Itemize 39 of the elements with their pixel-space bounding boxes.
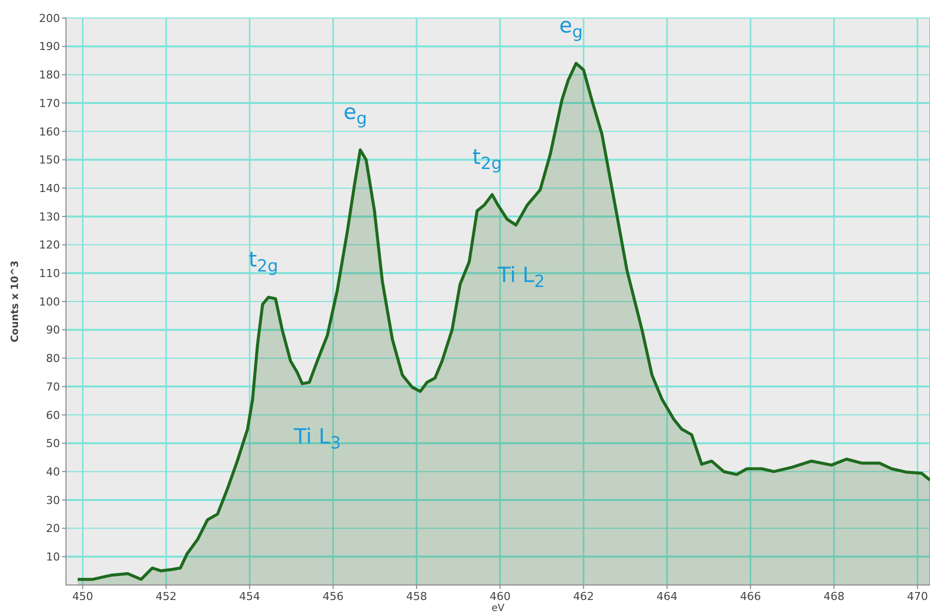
annotation: e$_{g}$	[343, 100, 368, 128]
y-tick-label: 60	[46, 408, 60, 422]
x-tick-label: 462	[573, 590, 594, 603]
x-tick-label: 450	[72, 590, 94, 603]
y-tick-label: 120	[39, 238, 60, 252]
x-tick-label: 458	[406, 590, 428, 603]
annotation: t$_{2g}$	[248, 248, 278, 276]
y-tick-label: 200	[39, 12, 60, 25]
y-tick-label: 40	[46, 465, 60, 478]
y-tick-label: 100	[39, 295, 60, 308]
x-tick-label: 460	[490, 590, 511, 603]
y-tick-label: 150	[39, 154, 60, 167]
y-tick-label: 110	[39, 267, 60, 280]
y-tick-label: 80	[46, 352, 60, 366]
x-tick-label: 470	[906, 590, 928, 603]
annotation: e$_{g}$	[559, 14, 583, 42]
y-tick-label: 140	[39, 182, 60, 195]
y-tick-label: 50	[46, 437, 60, 450]
y-axis-title: Counts x 10^3	[10, 260, 21, 342]
x-tick-label: 466	[740, 590, 762, 603]
x-tick-label: 468	[824, 590, 844, 603]
y-tick-label: 30	[46, 494, 60, 507]
annotation: Ti L$_{2}$	[496, 262, 545, 292]
x-tick-label: 452	[156, 590, 177, 603]
annotation: Ti L$_{3}$	[292, 424, 341, 453]
x-tick-label: 464	[656, 590, 678, 603]
y-tick-label: 160	[39, 125, 60, 138]
y-tick-label: 190	[39, 40, 60, 54]
x-tick-label: 456	[322, 590, 344, 603]
y-tick-label: 90	[46, 324, 60, 337]
x-axis-title: eV	[492, 603, 505, 612]
y-tick-label: 130	[39, 210, 60, 224]
y-tick-label: 70	[46, 380, 60, 394]
y-tick-label: 170	[39, 96, 60, 110]
y-tick-label: 20	[46, 522, 60, 536]
x-tick-label: 454	[239, 590, 260, 603]
y-tick-label: 180	[39, 68, 60, 82]
annotation: t$_{2g}$	[472, 144, 502, 174]
y-tick-label: 10	[46, 550, 60, 564]
